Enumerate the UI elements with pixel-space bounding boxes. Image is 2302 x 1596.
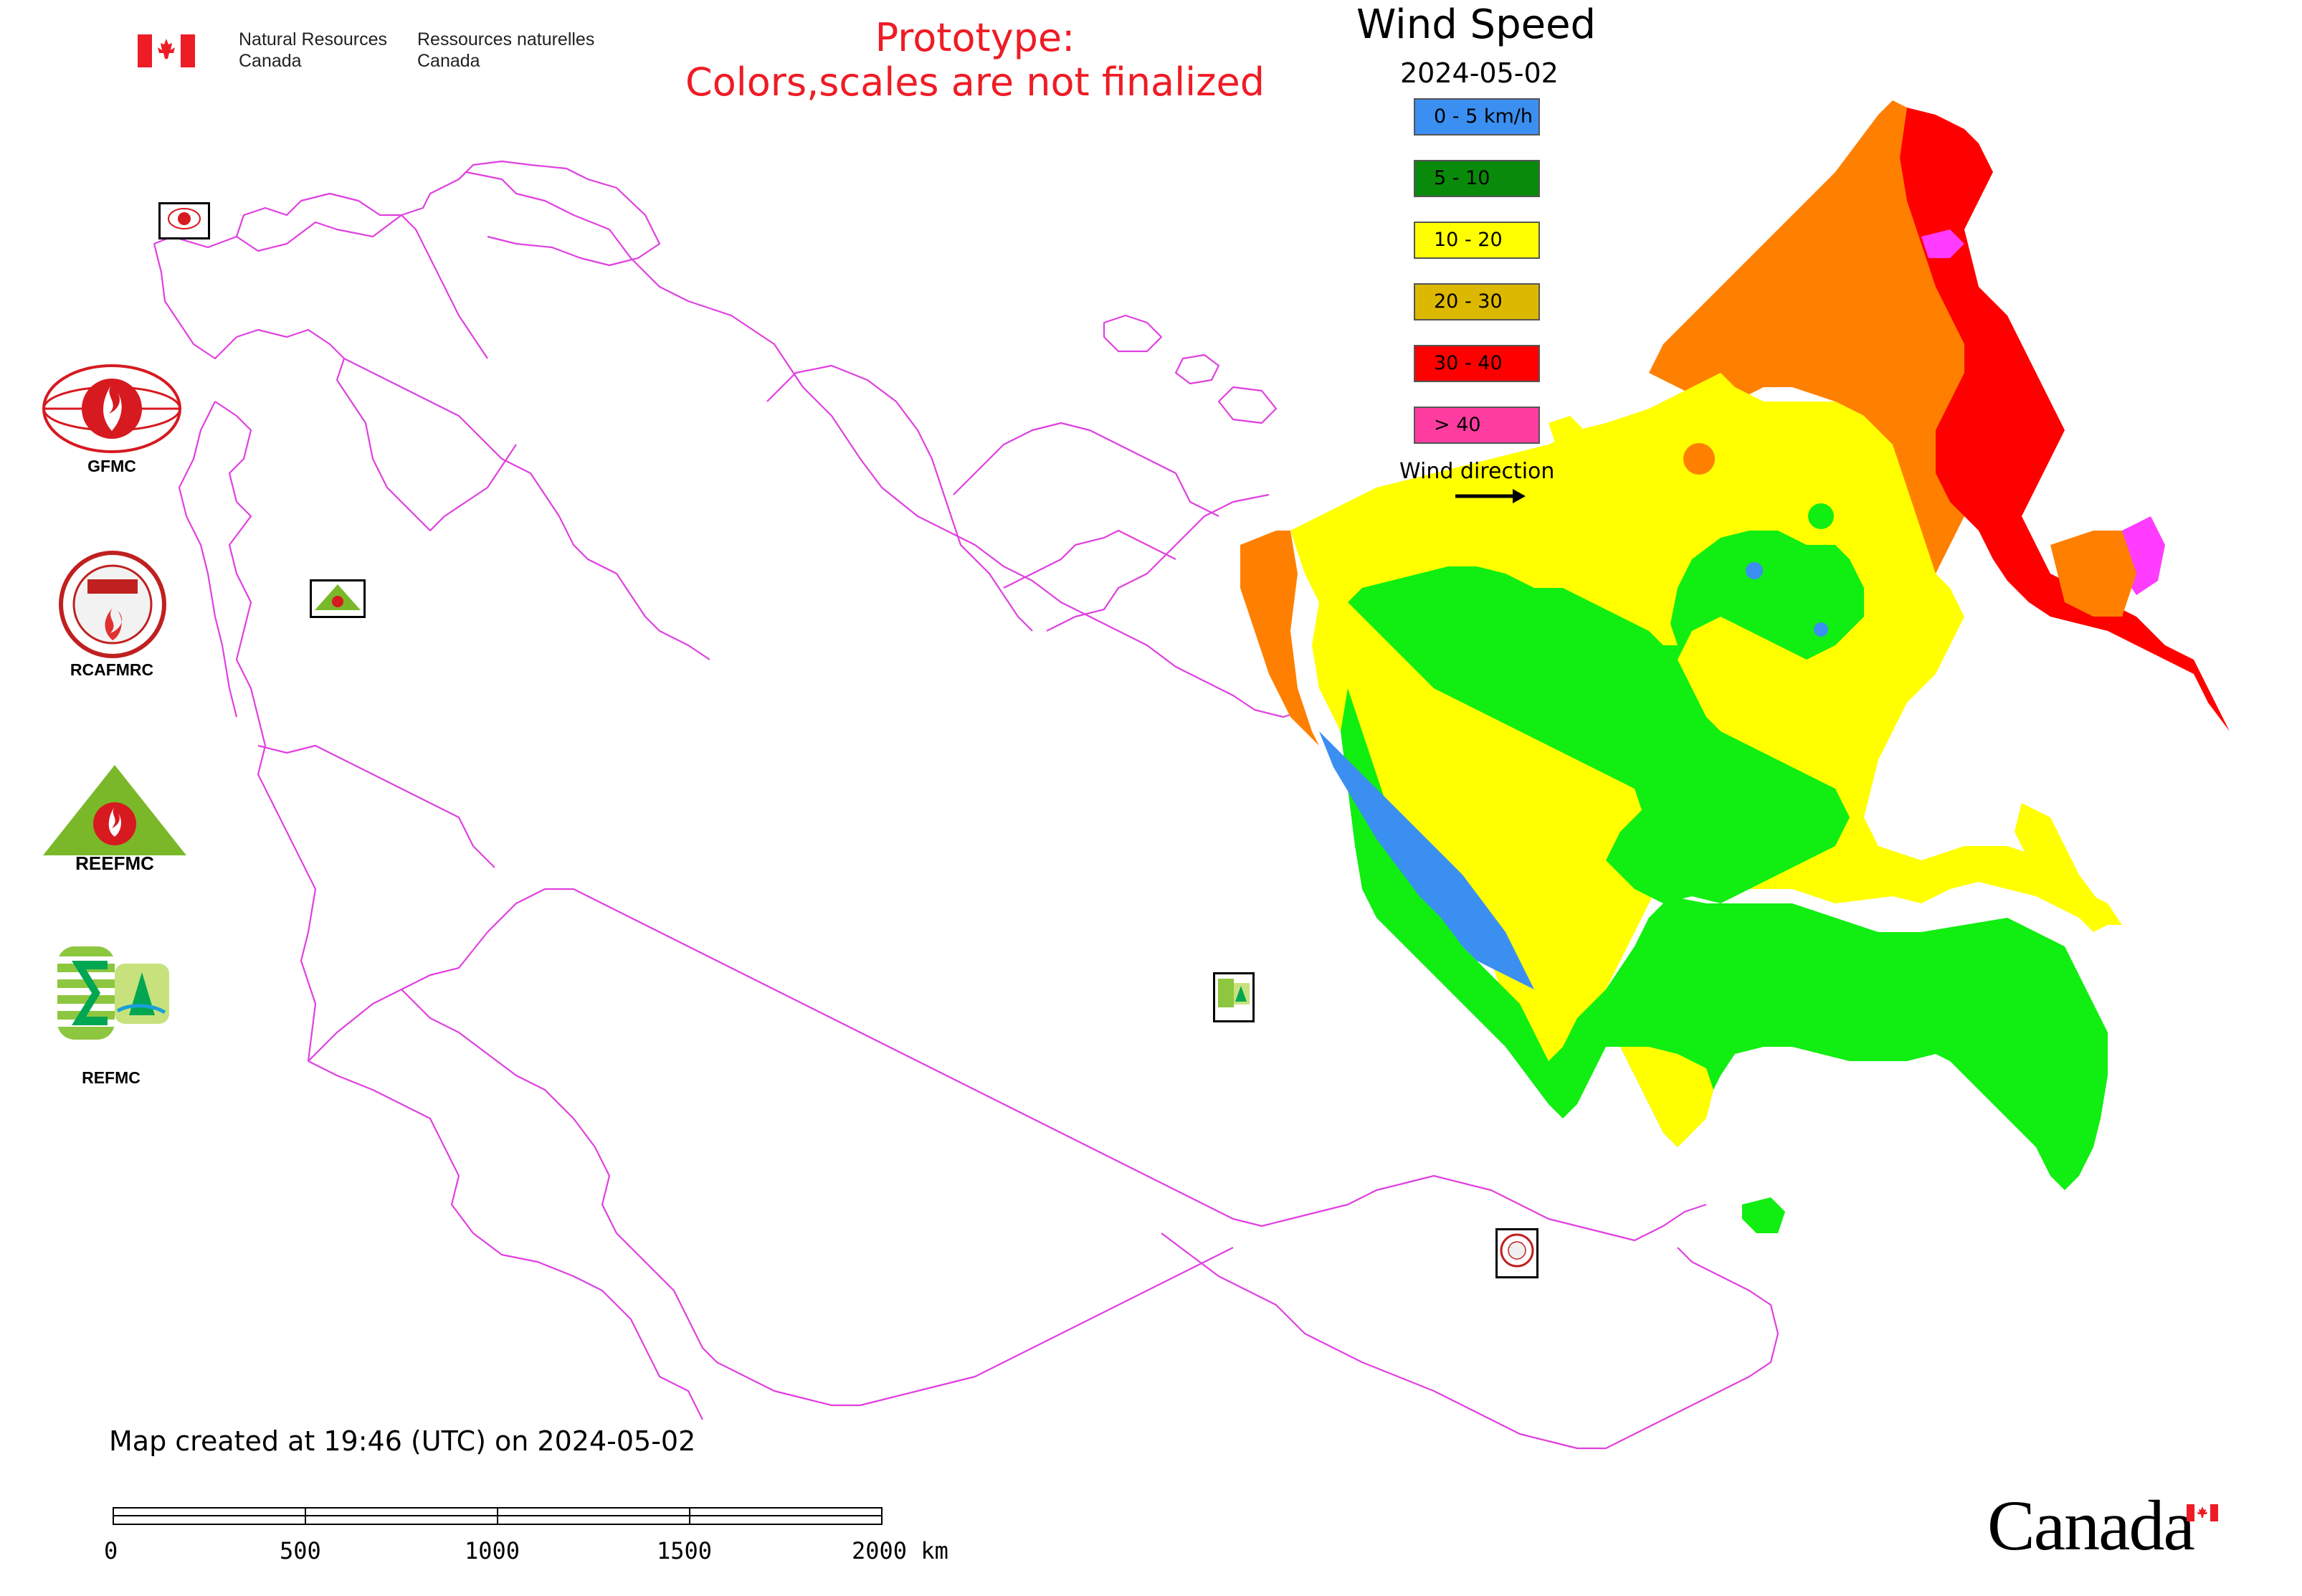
wind-zone-yellow-south: [1620, 1047, 1713, 1147]
rcafmrc-map-marker[interactable]: [1495, 1228, 1538, 1278]
legend-class-label: 10 - 20: [1434, 229, 1503, 251]
reefmc-logo-text: REEFMC: [75, 852, 154, 871]
wind-zone-pink-1: [1921, 229, 1964, 258]
border-central-4: [257, 744, 495, 868]
border-mongolia: [1161, 1232, 1779, 1450]
border-arctic-islands-2: [1217, 386, 1278, 424]
scale-label-0: 0: [104, 1537, 118, 1564]
border-western-2: [178, 401, 238, 718]
scale-label-1500: 1500: [657, 1537, 713, 1564]
agency-fr-line2: Canada: [417, 51, 480, 71]
scale-label-1000: 1000: [465, 1537, 520, 1564]
legend-class-label: 30 - 40: [1434, 352, 1503, 374]
gfmc-map-marker[interactable]: [158, 202, 210, 239]
gfmc-logo: [40, 362, 184, 455]
wind-zone-green-korea: [1742, 1197, 1785, 1233]
border-siberia-n1: [953, 422, 1219, 517]
legend-title: Wind Speed: [1356, 1, 1597, 48]
wind-zone-orange-west: [1240, 531, 1319, 746]
border-taimyr: [1046, 493, 1270, 632]
legend-class-0-5: 0 - 5 km/h: [1414, 98, 1540, 136]
wind-spot-blue-1: [1746, 562, 1763, 579]
border-western-russia-north: [153, 171, 1305, 718]
map-created-timestamp: Map created at 19:46 (UTC) on 2024-05-02: [109, 1425, 696, 1457]
legend-class-label: 20 - 30: [1434, 290, 1503, 313]
refmc-logo: [57, 946, 172, 1040]
wind-zone-orange-kamchatka: [2050, 531, 2136, 617]
notice-line2: Colors,scales are not finalized: [685, 60, 1265, 105]
legend-class-10-20: 10 - 20: [1414, 222, 1540, 259]
scale-label-2000: 2000 km: [852, 1537, 948, 1564]
refmc-label: REFMC: [82, 1068, 141, 1087]
border-central-3: [343, 358, 710, 660]
agency-fr-line1: Ressources naturelles: [417, 29, 595, 49]
notice-line1: Prototype:: [875, 15, 1075, 60]
wind-zone-yellow-isle: [1549, 416, 1584, 445]
wind-zone-blue: [1319, 731, 1534, 989]
border-finland-coast: [401, 214, 488, 359]
legend-class-over-40: > 40: [1414, 407, 1540, 444]
rcafmrc-label: RCAFMRC: [70, 660, 154, 679]
wind-speed-field: [1240, 100, 2230, 1233]
border-novaya-zemlya: [766, 364, 1033, 632]
region-borders: [153, 160, 1779, 1450]
border-central-2: [214, 401, 317, 1062]
wind-spot-green: [1808, 503, 1834, 529]
legend-date: 2024-05-02: [1400, 57, 1559, 89]
wind-direction-label: Wind direction: [1399, 459, 1555, 484]
agency-en-line2: Canada: [239, 51, 302, 71]
legend-class-label: 0 - 5 km/h: [1434, 105, 1533, 128]
legend-class-5-10: 5 - 10: [1414, 160, 1540, 197]
wind-direction-arrow: [1455, 489, 1526, 503]
wind-zone-red-east: [1900, 108, 2230, 731]
border-kola: [458, 160, 661, 267]
canada-flag-icon: [138, 34, 195, 67]
agency-name-en: Natural Resources Canada: [239, 29, 387, 72]
legend-class-label: > 40: [1434, 414, 1481, 436]
border-kazakh-north: [308, 888, 1707, 1242]
reefmc-logo: REEFMC: [37, 762, 192, 874]
prototype-notice: Prototype: Colors,scales are not finaliz…: [645, 16, 1305, 105]
border-kazakh-south: [401, 989, 1234, 1407]
rcafmrc-logo: [59, 551, 166, 658]
wind-spot-orange: [1683, 443, 1715, 475]
legend-class-label: 5 - 10: [1434, 167, 1490, 189]
border-western-1: [153, 243, 237, 360]
border-central-1: [236, 328, 517, 532]
gfmc-label: GFMC: [87, 457, 136, 475]
border-arctic-islands: [1103, 314, 1163, 353]
border-severnaya: [1174, 353, 1220, 385]
agency-name-fr: Ressources naturelles Canada: [417, 29, 594, 72]
agency-en-line1: Natural Resources: [239, 29, 388, 49]
legend-class-20-30: 20 - 30: [1414, 283, 1540, 320]
border-central-asia: [308, 1060, 703, 1420]
wind-spot-blue-2: [1814, 622, 1828, 637]
refmc-map-marker[interactable]: [1213, 972, 1255, 1022]
wind-zone-sakhalin: [2015, 803, 2108, 932]
canada-wordmark: Canada: [1987, 1486, 2195, 1565]
scale-label-500: 500: [280, 1537, 321, 1564]
border-siberia-n2: [1003, 529, 1176, 589]
wind-zone-green: [1348, 531, 1864, 903]
wind-zone-green-south: [1341, 688, 2108, 1190]
reefmc-map-marker[interactable]: [310, 579, 366, 618]
border-baltic: [235, 192, 401, 237]
legend-class-30-40: 30 - 40: [1414, 345, 1540, 382]
wordmark-flag-icon: [2187, 1504, 2218, 1521]
scale-bar: [113, 1507, 883, 1525]
